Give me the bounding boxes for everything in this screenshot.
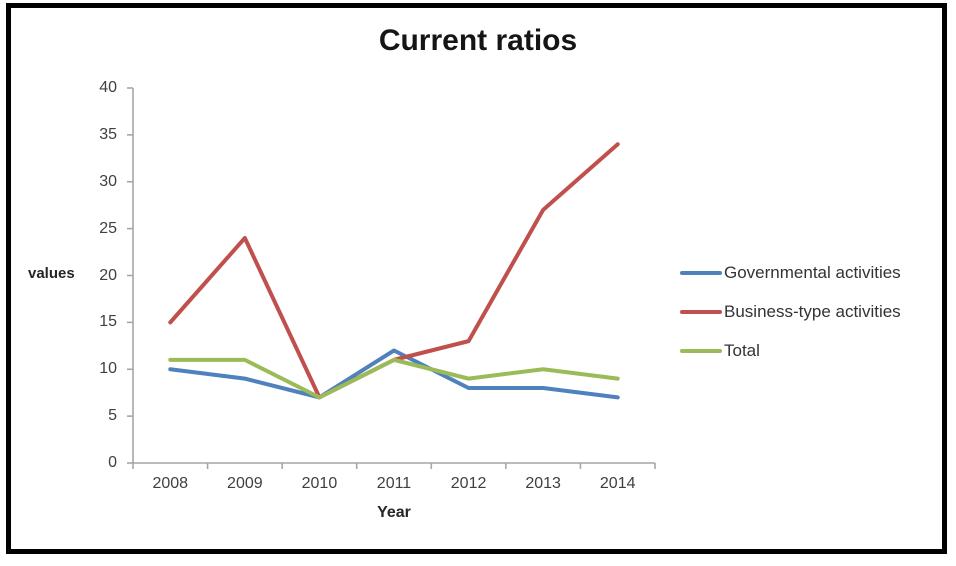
x-tick-label-2010: 2010 (301, 475, 338, 492)
chart-title: Current ratios (378, 24, 578, 57)
y-tick-label-30: 30 (99, 172, 117, 190)
y-tick-label-20: 20 (99, 266, 117, 284)
legend-line-icon (680, 348, 722, 353)
legend-item-governmental-activities: Governmental activities (680, 253, 901, 292)
series-line-governmental-activities (168, 348, 620, 400)
x-axis-title: Year (377, 504, 411, 521)
legend-line-icon (680, 309, 722, 314)
legend-label: Governmental activities (724, 262, 901, 282)
y-tick-label-0: 0 (108, 454, 117, 471)
x-tick-label-2011: 2011 (376, 475, 412, 492)
y-tick-label-5: 5 (108, 407, 117, 425)
legend-label: Total (724, 340, 760, 360)
x-tick-label-2014: 2014 (599, 475, 636, 492)
x-tick-label-2009: 2009 (227, 475, 263, 492)
x-tick-label-2012: 2012 (450, 475, 487, 492)
x-tick-label-2013: 2013 (525, 475, 561, 492)
legend: Governmental activities Business-type act… (680, 253, 901, 370)
x-tick-label-2008: 2008 (152, 475, 189, 492)
y-tick-label-35: 35 (99, 125, 117, 143)
y-axis-title: values (28, 265, 75, 282)
y-tick-label-40: 40 (99, 79, 117, 96)
y-tick-label-15: 15 (99, 313, 117, 331)
y-tick-label-10: 10 (99, 360, 117, 378)
y-tick-label-25: 25 (99, 219, 117, 237)
series-line-total (168, 357, 620, 400)
legend-item-total: Total (680, 331, 901, 370)
legend-line-icon (680, 270, 722, 275)
legend-label: Business-type activities (724, 301, 901, 321)
legend-item-business-type-activities: Business-type activities (680, 292, 901, 331)
